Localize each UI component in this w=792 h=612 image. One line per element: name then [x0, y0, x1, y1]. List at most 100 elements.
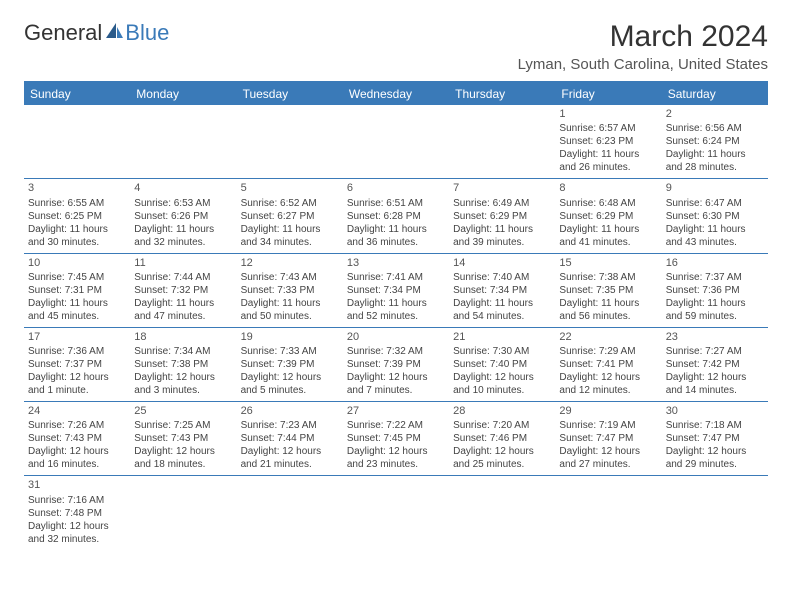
sunset-text: Sunset: 7:36 PM: [666, 284, 764, 297]
calendar-day-cell: 17Sunrise: 7:36 AMSunset: 7:37 PMDayligh…: [24, 327, 130, 401]
sunset-text: Sunset: 7:34 PM: [347, 284, 445, 297]
calendar-week-row: 3Sunrise: 6:55 AMSunset: 6:25 PMDaylight…: [24, 179, 768, 253]
sunrise-text: Sunrise: 7:29 AM: [559, 345, 657, 358]
sunrise-text: Sunrise: 7:40 AM: [453, 271, 551, 284]
daylight-text: Daylight: 12 hours and 3 minutes.: [134, 371, 232, 397]
daylight-text: Daylight: 11 hours and 54 minutes.: [453, 297, 551, 323]
calendar-day-cell: 15Sunrise: 7:38 AMSunset: 7:35 PMDayligh…: [555, 253, 661, 327]
sunset-text: Sunset: 6:23 PM: [559, 135, 657, 148]
calendar-day-cell: 16Sunrise: 7:37 AMSunset: 7:36 PMDayligh…: [662, 253, 768, 327]
month-title: March 2024: [518, 20, 768, 54]
day-number: 25: [134, 404, 232, 418]
calendar-day-cell: [449, 476, 555, 550]
day-number: 6: [347, 181, 445, 195]
sunrise-text: Sunrise: 7:25 AM: [134, 419, 232, 432]
day-number: 23: [666, 330, 764, 344]
day-number: 8: [559, 181, 657, 195]
day-number: 15: [559, 256, 657, 270]
title-block: March 2024 Lyman, South Carolina, United…: [518, 20, 768, 73]
calendar-day-cell: 7Sunrise: 6:49 AMSunset: 6:29 PMDaylight…: [449, 179, 555, 253]
sunrise-text: Sunrise: 7:20 AM: [453, 419, 551, 432]
day-number: 13: [347, 256, 445, 270]
sunset-text: Sunset: 7:43 PM: [28, 432, 126, 445]
day-number: 14: [453, 256, 551, 270]
calendar-day-cell: [237, 105, 343, 179]
daylight-text: Daylight: 11 hours and 39 minutes.: [453, 223, 551, 249]
daylight-text: Daylight: 12 hours and 14 minutes.: [666, 371, 764, 397]
daylight-text: Daylight: 12 hours and 21 minutes.: [241, 445, 339, 471]
daylight-text: Daylight: 11 hours and 34 minutes.: [241, 223, 339, 249]
day-number: 7: [453, 181, 551, 195]
day-number: 20: [347, 330, 445, 344]
day-number: 3: [28, 181, 126, 195]
sunrise-text: Sunrise: 6:53 AM: [134, 197, 232, 210]
sunrise-text: Sunrise: 7:34 AM: [134, 345, 232, 358]
daylight-text: Daylight: 11 hours and 56 minutes.: [559, 297, 657, 323]
sunset-text: Sunset: 7:35 PM: [559, 284, 657, 297]
logo-sail-icon: [104, 20, 124, 46]
calendar-day-cell: 18Sunrise: 7:34 AMSunset: 7:38 PMDayligh…: [130, 327, 236, 401]
sunset-text: Sunset: 7:41 PM: [559, 358, 657, 371]
calendar-day-cell: 24Sunrise: 7:26 AMSunset: 7:43 PMDayligh…: [24, 402, 130, 476]
daylight-text: Daylight: 11 hours and 30 minutes.: [28, 223, 126, 249]
calendar-day-cell: 30Sunrise: 7:18 AMSunset: 7:47 PMDayligh…: [662, 402, 768, 476]
sunset-text: Sunset: 6:27 PM: [241, 210, 339, 223]
weekday-header: Saturday: [662, 83, 768, 105]
sunset-text: Sunset: 6:28 PM: [347, 210, 445, 223]
calendar-day-cell: 4Sunrise: 6:53 AMSunset: 6:26 PMDaylight…: [130, 179, 236, 253]
calendar-day-cell: 12Sunrise: 7:43 AMSunset: 7:33 PMDayligh…: [237, 253, 343, 327]
calendar-day-cell: 3Sunrise: 6:55 AMSunset: 6:25 PMDaylight…: [24, 179, 130, 253]
sunrise-text: Sunrise: 6:56 AM: [666, 122, 764, 135]
daylight-text: Daylight: 12 hours and 23 minutes.: [347, 445, 445, 471]
weekday-header: Friday: [555, 83, 661, 105]
sunrise-text: Sunrise: 6:52 AM: [241, 197, 339, 210]
weekday-header: Thursday: [449, 83, 555, 105]
calendar-body: 1Sunrise: 6:57 AMSunset: 6:23 PMDaylight…: [24, 105, 768, 550]
calendar-week-row: 24Sunrise: 7:26 AMSunset: 7:43 PMDayligh…: [24, 402, 768, 476]
sunrise-text: Sunrise: 7:22 AM: [347, 419, 445, 432]
sunrise-text: Sunrise: 7:16 AM: [28, 494, 126, 507]
daylight-text: Daylight: 11 hours and 43 minutes.: [666, 223, 764, 249]
calendar-week-row: 31Sunrise: 7:16 AMSunset: 7:48 PMDayligh…: [24, 476, 768, 550]
daylight-text: Daylight: 11 hours and 36 minutes.: [347, 223, 445, 249]
daylight-text: Daylight: 11 hours and 32 minutes.: [134, 223, 232, 249]
sunset-text: Sunset: 6:24 PM: [666, 135, 764, 148]
sunrise-text: Sunrise: 7:38 AM: [559, 271, 657, 284]
sunset-text: Sunset: 7:39 PM: [241, 358, 339, 371]
day-number: 22: [559, 330, 657, 344]
daylight-text: Daylight: 11 hours and 41 minutes.: [559, 223, 657, 249]
sunrise-text: Sunrise: 7:30 AM: [453, 345, 551, 358]
brand-logo: General Blue: [24, 20, 169, 46]
day-number: 18: [134, 330, 232, 344]
calendar-day-cell: 6 Sunrise: 6:51 AMSunset: 6:28 PMDaylight…: [343, 179, 449, 253]
calendar-day-cell: [555, 476, 661, 550]
day-number: 5: [241, 181, 339, 195]
sunrise-text: Sunrise: 6:47 AM: [666, 197, 764, 210]
header: General Blue March 2024 Lyman, South Car…: [0, 0, 792, 77]
calendar-day-cell: 14Sunrise: 7:40 AMSunset: 7:34 PMDayligh…: [449, 253, 555, 327]
calendar-week-row: 1Sunrise: 6:57 AMSunset: 6:23 PMDaylight…: [24, 105, 768, 179]
sunrise-text: Sunrise: 7:41 AM: [347, 271, 445, 284]
sunrise-text: Sunrise: 7:32 AM: [347, 345, 445, 358]
sunset-text: Sunset: 6:26 PM: [134, 210, 232, 223]
daylight-text: Daylight: 11 hours and 26 minutes.: [559, 148, 657, 174]
sunset-text: Sunset: 7:45 PM: [347, 432, 445, 445]
sunset-text: Sunset: 7:48 PM: [28, 507, 126, 520]
calendar-week-row: 17Sunrise: 7:36 AMSunset: 7:37 PMDayligh…: [24, 327, 768, 401]
day-number: 11: [134, 256, 232, 270]
day-number: 24: [28, 404, 126, 418]
calendar-day-cell: 11Sunrise: 7:44 AMSunset: 7:32 PMDayligh…: [130, 253, 236, 327]
calendar-day-cell: 21Sunrise: 7:30 AMSunset: 7:40 PMDayligh…: [449, 327, 555, 401]
day-number: 17: [28, 330, 126, 344]
sunrise-text: Sunrise: 6:51 AM: [347, 197, 445, 210]
day-number: 19: [241, 330, 339, 344]
calendar-day-cell: 10Sunrise: 7:45 AMSunset: 7:31 PMDayligh…: [24, 253, 130, 327]
sunrise-text: Sunrise: 6:57 AM: [559, 122, 657, 135]
sunrise-text: Sunrise: 7:36 AM: [28, 345, 126, 358]
calendar-day-cell: 8Sunrise: 6:48 AMSunset: 6:29 PMDaylight…: [555, 179, 661, 253]
sunset-text: Sunset: 7:38 PM: [134, 358, 232, 371]
sunrise-text: Sunrise: 7:33 AM: [241, 345, 339, 358]
daylight-text: Daylight: 11 hours and 59 minutes.: [666, 297, 764, 323]
calendar-day-cell: 22Sunrise: 7:29 AMSunset: 7:41 PMDayligh…: [555, 327, 661, 401]
weekday-header: Wednesday: [343, 83, 449, 105]
